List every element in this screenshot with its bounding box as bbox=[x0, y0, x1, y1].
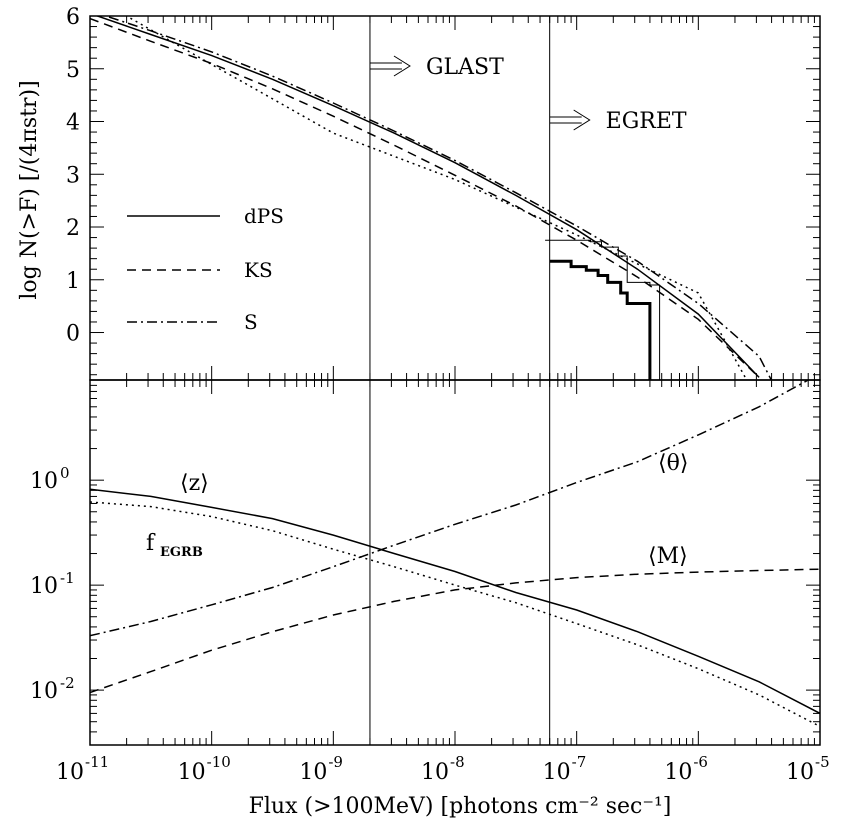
bottom-y-tick-label: 10 bbox=[30, 574, 58, 599]
threshold-arrow-head bbox=[393, 55, 411, 77]
top-y-tick-label: 6 bbox=[66, 5, 80, 30]
top-series-dotted bbox=[125, 16, 748, 380]
x-axis-title: Flux (>100MeV) [photons cm⁻² sec⁻¹] bbox=[249, 794, 672, 819]
f-label-subscript: EGRB bbox=[160, 545, 203, 560]
x-tick-exponent: -5 bbox=[815, 753, 830, 771]
top-y-tick-label: 0 bbox=[66, 322, 80, 347]
bottom-y-tick-exponent: -1 bbox=[60, 569, 75, 587]
top-y-tick-label: 2 bbox=[66, 216, 80, 241]
bottom-series-dashdot bbox=[90, 380, 809, 637]
x-tick-exponent: -8 bbox=[450, 753, 465, 771]
top-histogram-step-thick bbox=[549, 259, 652, 380]
bottom-series-m bbox=[90, 568, 820, 694]
top-series-dps bbox=[95, 16, 760, 378]
bottom-y-tick-exponent: -2 bbox=[60, 674, 75, 692]
x-tick-label: 10 bbox=[786, 760, 814, 785]
x-tick-exponent: -11 bbox=[85, 753, 109, 771]
threshold-arrow-head bbox=[573, 109, 591, 131]
x-tick-label: 10 bbox=[56, 760, 84, 785]
z-curve-label: ⟨z⟩ bbox=[180, 471, 209, 496]
bottom-y-tick-label: 10 bbox=[30, 679, 58, 704]
x-tick-exponent: -10 bbox=[207, 753, 231, 771]
top-y-tick-label: 3 bbox=[66, 163, 80, 188]
top-y-tick-label: 1 bbox=[66, 269, 80, 294]
x-tick-label: 10 bbox=[178, 760, 206, 785]
threshold-lines: GLAST EGRET bbox=[369, 16, 687, 745]
top-series-s bbox=[103, 16, 772, 380]
threshold-label-glast: GLAST bbox=[426, 55, 504, 80]
legend-label-s: S bbox=[244, 310, 258, 334]
x-tick-exponent: -7 bbox=[572, 753, 587, 771]
threshold-label-egret: EGRET bbox=[606, 109, 687, 134]
top-series-ks bbox=[90, 17, 760, 378]
top-histogram-step-thin bbox=[545, 239, 661, 380]
top-y-tick-label: 5 bbox=[66, 58, 80, 83]
f-label-main: f bbox=[146, 531, 156, 556]
bottom-y-tick-label: 10 bbox=[30, 469, 58, 494]
theta-curve-label: ⟨θ⟩ bbox=[658, 451, 688, 476]
x-tick-label: 10 bbox=[664, 760, 692, 785]
top-y-axis-title: log N(>F) [/(4πstr)] bbox=[17, 80, 42, 299]
x-tick-exponent: -6 bbox=[693, 753, 708, 771]
bottom-panel: 10 010 -110 -210 -11 10 -10 10 -9 10 -8 10 -7 10 -6 10-… bbox=[30, 379, 830, 785]
x-tick-label: 10 bbox=[421, 760, 449, 785]
top-y-tick-label: 4 bbox=[66, 111, 80, 136]
x-tick-exponent: -9 bbox=[328, 753, 343, 771]
legend-label-dps: dPS bbox=[244, 204, 284, 228]
bottom-panel-frame bbox=[89, 379, 821, 746]
bottom-series-f bbox=[90, 501, 820, 728]
x-tick-label: 10 bbox=[543, 760, 571, 785]
m-curve-label: ⟨M⟩ bbox=[648, 544, 688, 569]
bottom-y-tick-exponent: 0 bbox=[60, 464, 70, 482]
bottom-series-z bbox=[90, 488, 820, 715]
x-tick-label: 10 bbox=[299, 760, 327, 785]
f-egrb-curve-label: f EGRB bbox=[146, 531, 203, 560]
legend-label-ks: KS bbox=[244, 258, 273, 282]
